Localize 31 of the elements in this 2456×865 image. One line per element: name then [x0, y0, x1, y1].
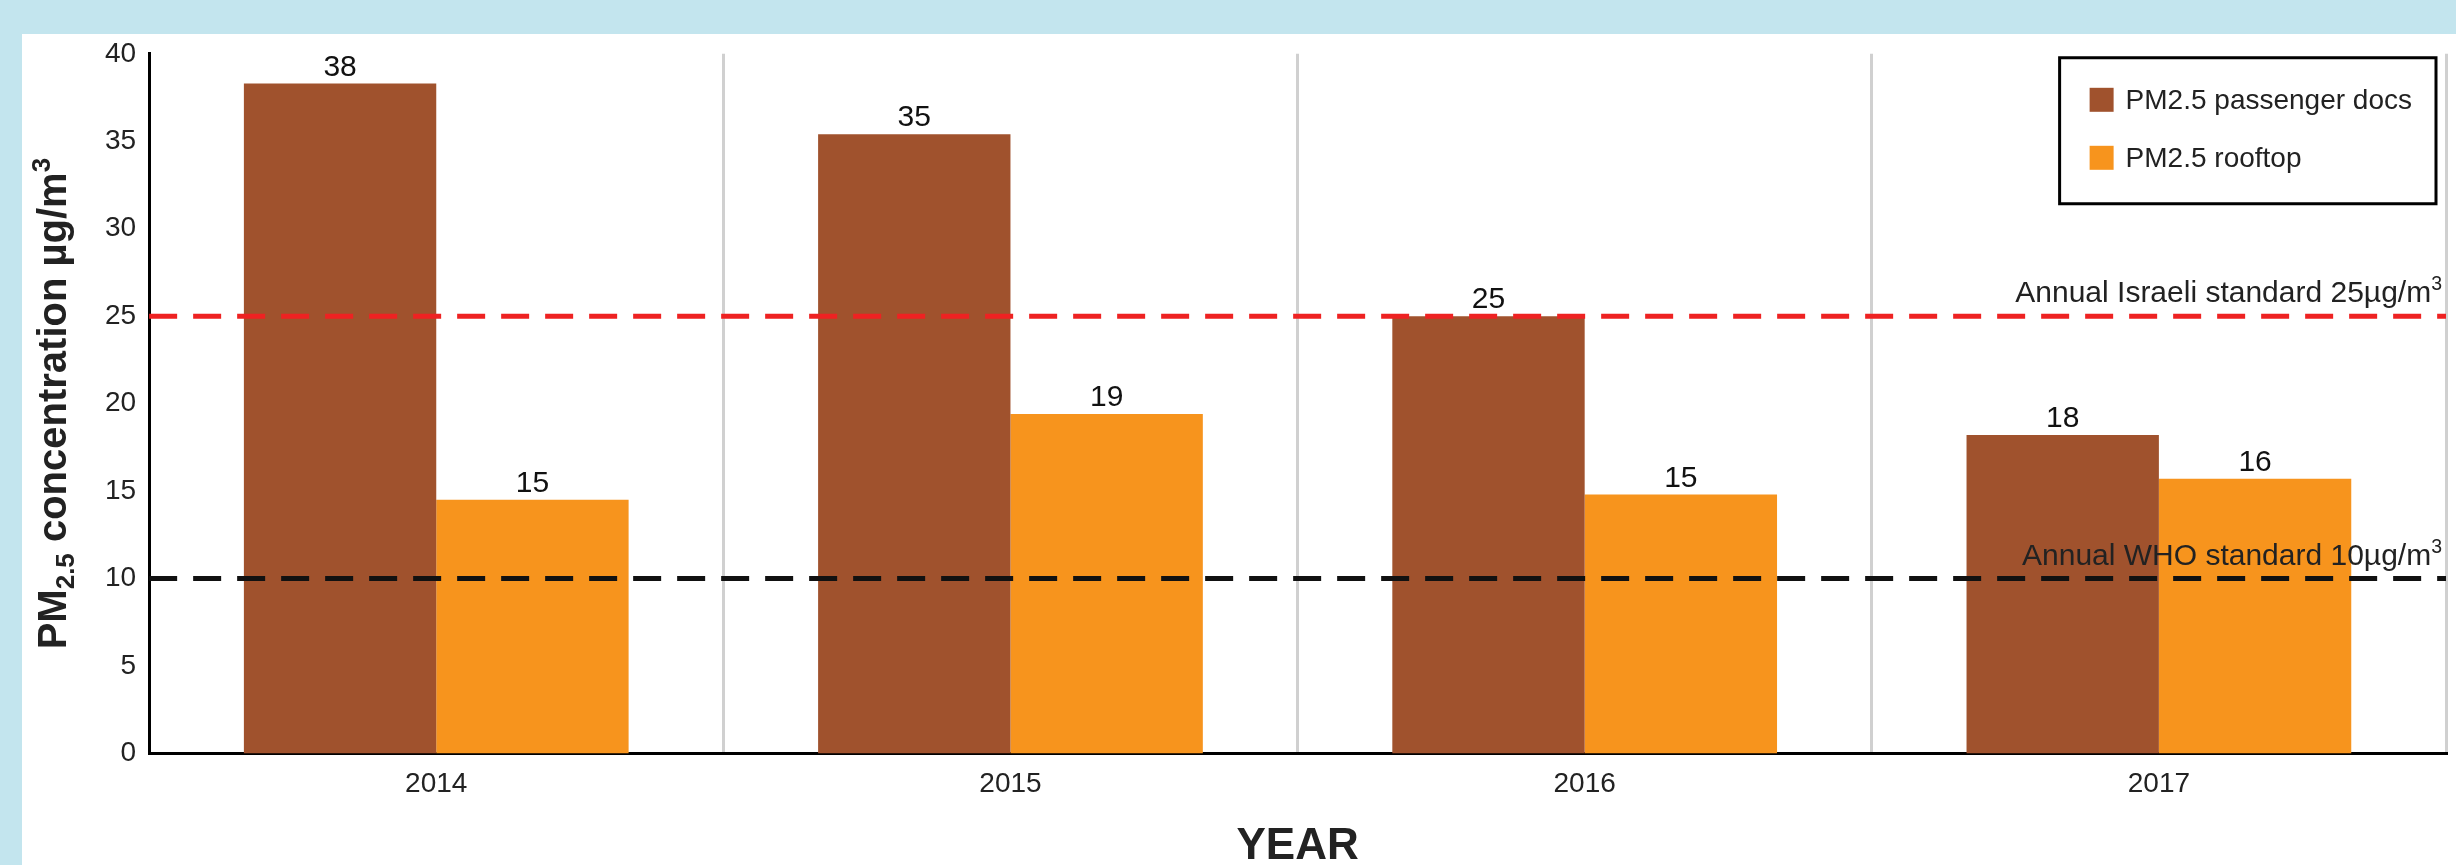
y-tick-label: 40: [104, 36, 137, 68]
bar: [243, 83, 437, 754]
data-label: 25: [1471, 281, 1506, 315]
bar: [1584, 494, 1778, 754]
y-tick-label: 15: [104, 473, 137, 505]
legend-label: PM2.5 passenger docs: [2125, 83, 2413, 115]
bar: [1010, 414, 1203, 754]
x-axis-title: YEAR: [1236, 819, 1359, 865]
y-tick-label: 30: [104, 211, 137, 243]
x-tick-label: 2017: [2127, 766, 2191, 798]
x-tick-label: 2014: [405, 766, 468, 798]
data-label: 38: [323, 48, 357, 82]
data-label: 19: [1089, 379, 1124, 413]
data-label: 16: [2238, 443, 2272, 477]
y-tick-label: 10: [104, 561, 137, 593]
y-tick-label: 20: [104, 386, 137, 418]
data-label: 35: [897, 99, 931, 133]
y-axis-title: PM2.5 concentration µg/m3: [26, 157, 80, 650]
y-tick-label: 5: [120, 648, 137, 680]
x-tick-label: 2015: [979, 766, 1042, 798]
bar: [436, 499, 629, 754]
bar: [1392, 316, 1585, 754]
y-tick-label: 0: [120, 736, 137, 768]
data-label: 15: [1664, 459, 1698, 493]
bar: [818, 134, 1011, 754]
x-tick-label: 2016: [1553, 766, 1616, 798]
data-label: 18: [2046, 400, 2080, 434]
data-label: 15: [515, 464, 550, 498]
y-tick-label: 25: [104, 298, 137, 330]
y-tick-label: 35: [104, 123, 137, 155]
legend-label: PM2.5 rooftop: [2125, 141, 2302, 173]
